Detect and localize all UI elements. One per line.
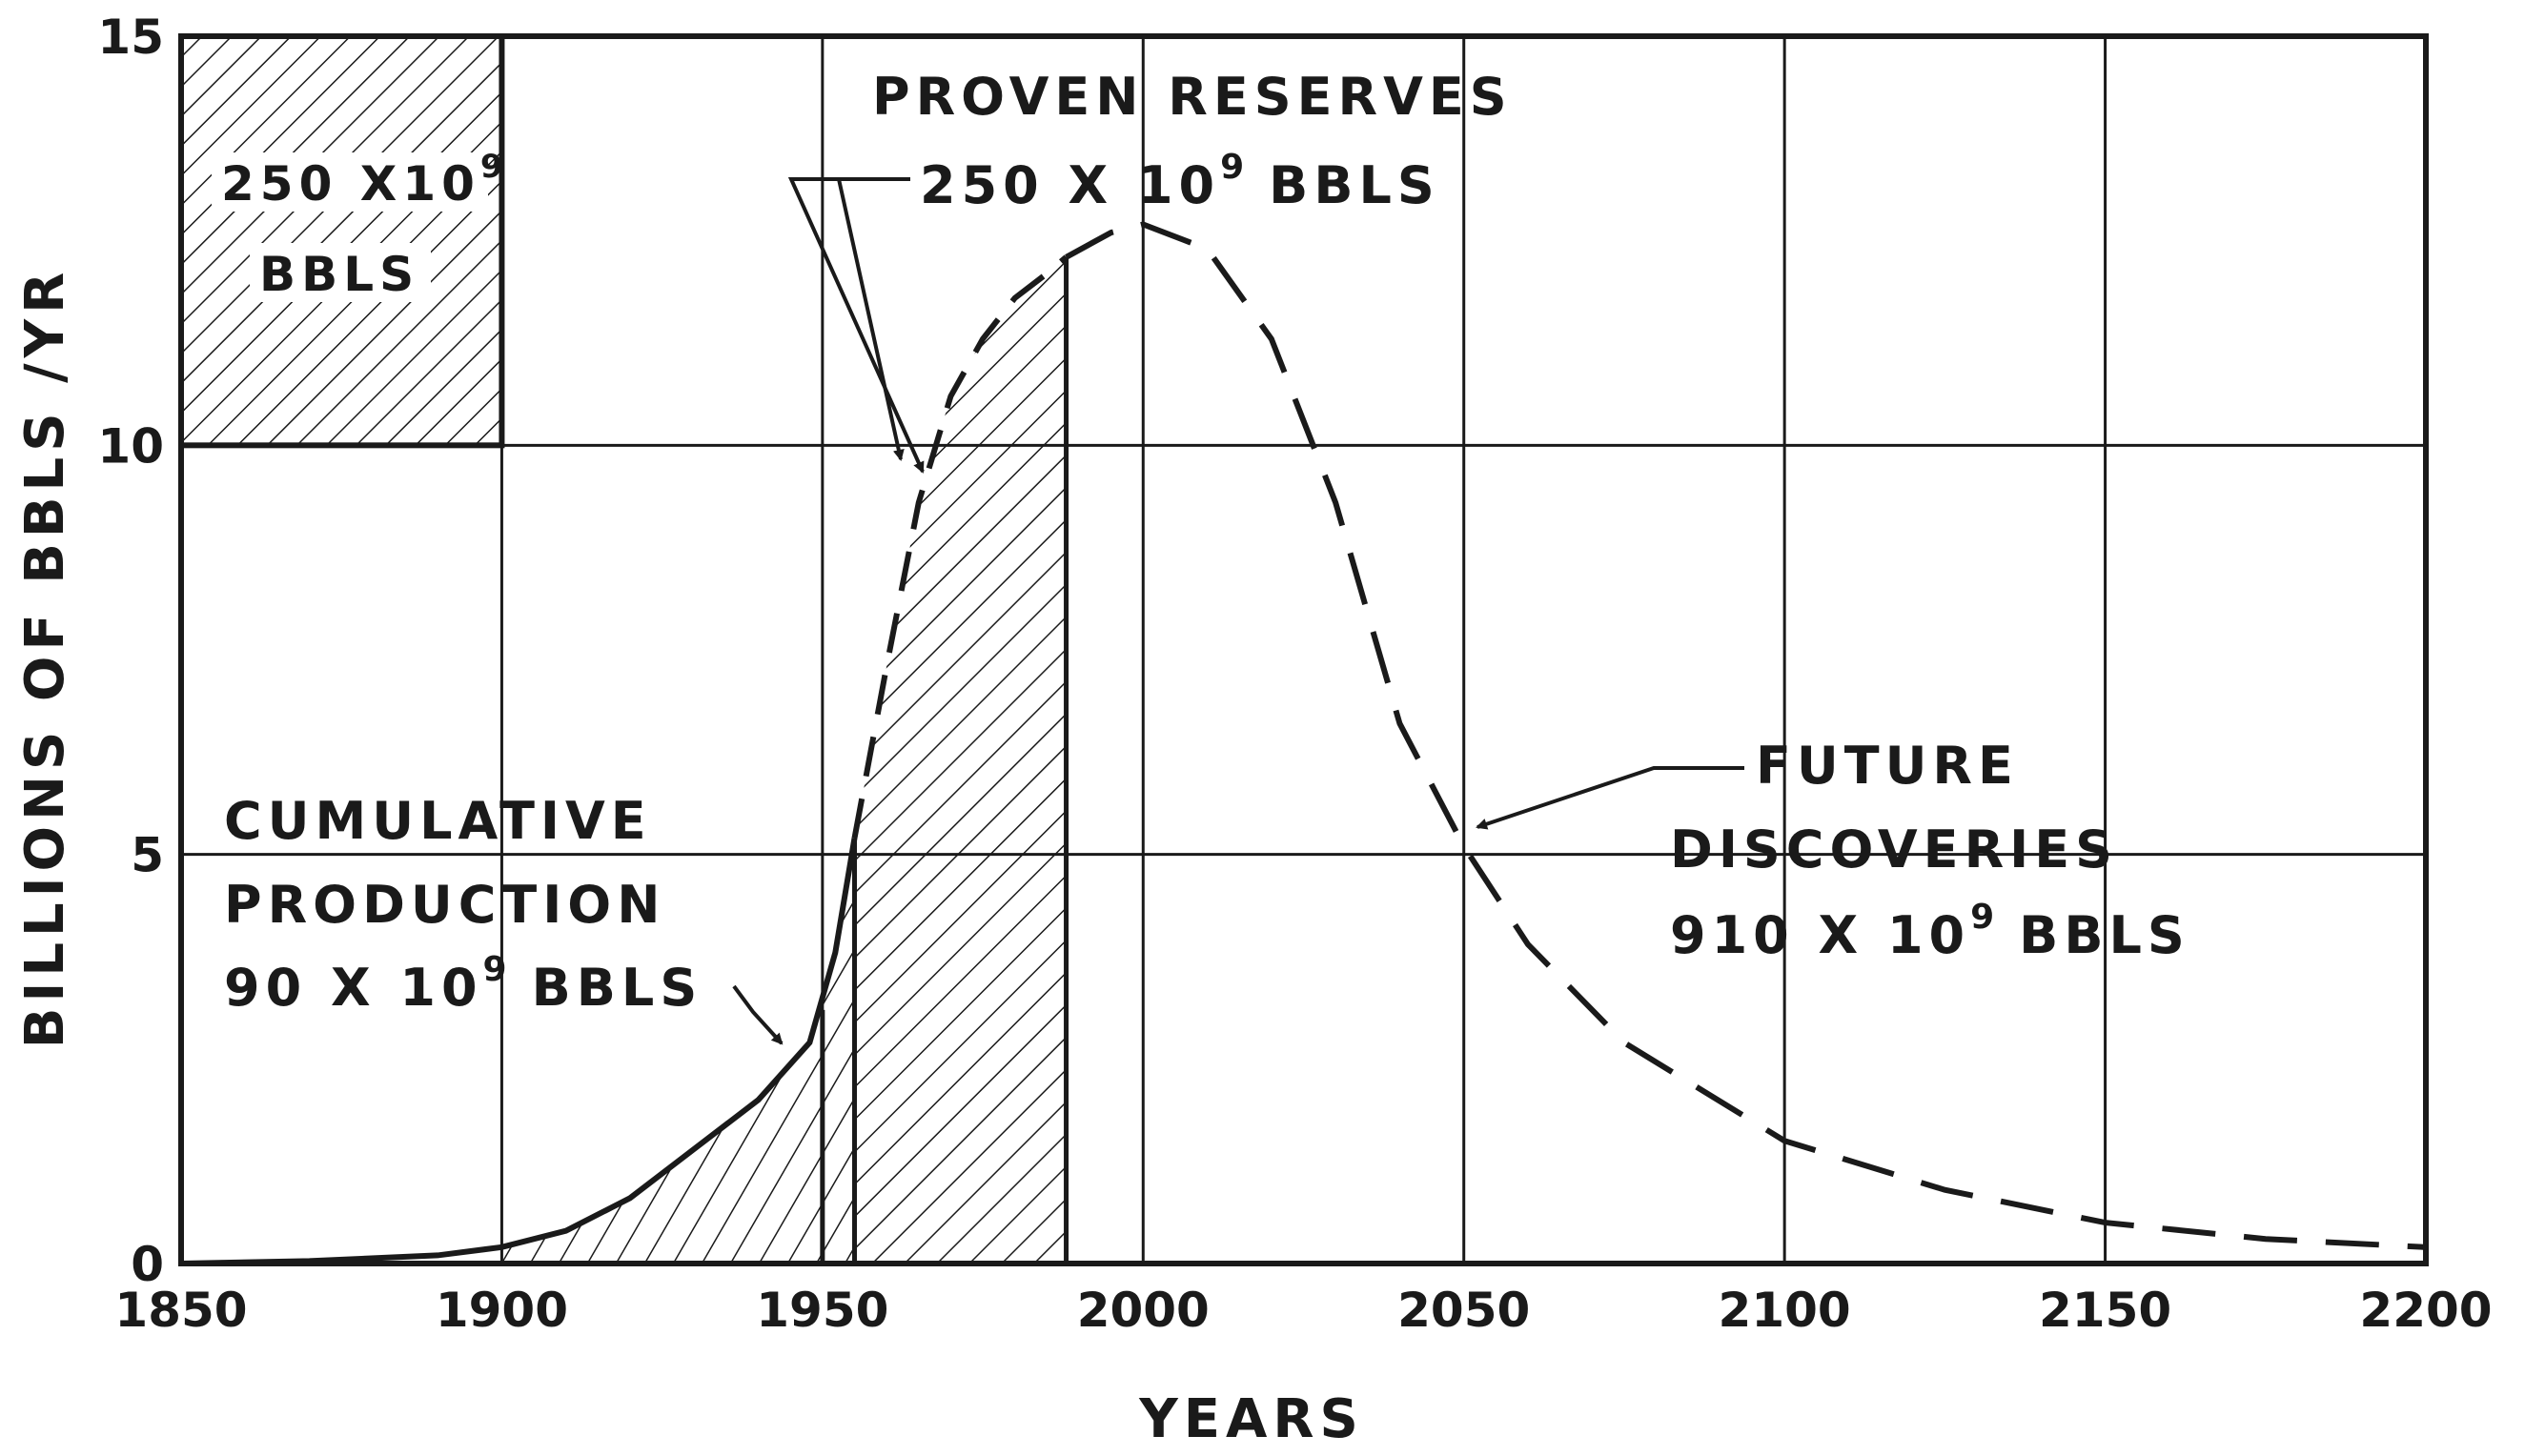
series-line-future-discoveries: [1065, 221, 2427, 1250]
future-sup: 9: [1970, 898, 2000, 937]
x-tick-2150: 2150: [2039, 1283, 2171, 1338]
y-tick-10: 10: [97, 418, 164, 474]
legend-box-text-bg-2: [250, 243, 431, 302]
future-arrow: [1476, 766, 1744, 830]
series-lines: [178, 33, 2429, 1266]
y-axis-title: BILLIONS OF BBLS /YR: [14, 267, 76, 1048]
y-tick-15: 15: [97, 10, 164, 65]
x-tick-1900: 1900: [436, 1283, 568, 1338]
proven-reserves-sup: 9: [1220, 148, 1250, 187]
plot-frame: [178, 33, 2429, 1266]
legend-box-sup: 9: [480, 148, 509, 186]
series-line-cumulative: [180, 837, 858, 1266]
proven-reserves-title: PROVEN RESERVES: [872, 67, 1513, 127]
cumulative-value: 90 X 109 BBLS: [224, 950, 703, 1018]
annotation-arrows: [732, 177, 1744, 1045]
tick-labels: 1850 1900 1950 2000 2050 2100 2150 2200 0 5 10 15: [97, 10, 2492, 1338]
hatched-areas: [178, 33, 1069, 1264]
legend-box: [178, 33, 505, 449]
proven-reserves-value: 250 X 109 BBLS: [920, 148, 1440, 215]
y-tick-5: 5: [131, 828, 164, 883]
series-line-proven-reserves: [851, 254, 1069, 839]
cumulative-sup: 9: [483, 950, 513, 989]
y-tick-0: 0: [131, 1237, 164, 1292]
future-value: 910 X 109 BBLS: [1670, 898, 2190, 965]
cumulative-arrow: [732, 984, 784, 1045]
x-tick-2100: 2100: [1719, 1283, 1851, 1338]
x-tick-2200: 2200: [2359, 1283, 2492, 1338]
x-tick-1850: 1850: [114, 1283, 247, 1338]
future-label-line1: FUTURE: [1756, 736, 2019, 796]
grid: [179, 34, 2428, 1265]
legend-box-line1: 250 X109: [221, 148, 509, 212]
legend-box-line2: BBLS: [259, 247, 419, 302]
cumulative-label-line1: CUMULATIVE: [224, 791, 652, 851]
x-tick-2050: 2050: [1397, 1283, 1530, 1338]
proven-arrow-2: [787, 177, 925, 474]
future-label-line2: DISCOVERIES: [1670, 819, 2118, 880]
cumulative-area: [501, 838, 855, 1264]
cumulative-label-line2: PRODUCTION: [224, 875, 665, 935]
legend-box-text-bg-1: [212, 152, 488, 212]
x-axis-title: YEARS: [1138, 1388, 1364, 1450]
x-tick-1950: 1950: [756, 1283, 888, 1338]
proven-reserves-area: [854, 256, 1067, 1264]
x-tick-2000: 2000: [1077, 1283, 1210, 1338]
